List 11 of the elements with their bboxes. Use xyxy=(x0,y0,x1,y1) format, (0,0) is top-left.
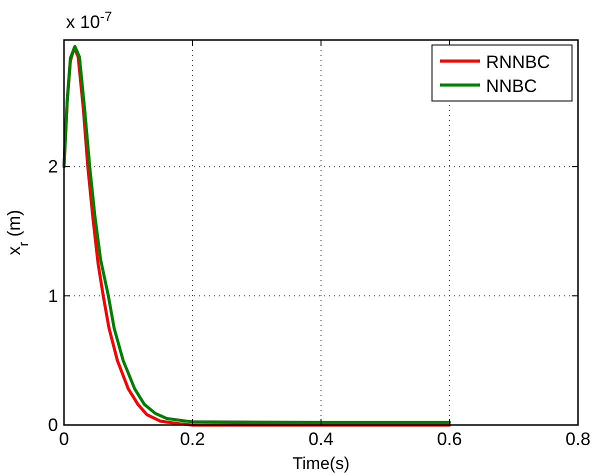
y-tick-label: 2 xyxy=(48,156,58,177)
x-axis-title: Time(s) xyxy=(292,454,350,473)
legend-label: RNNBC xyxy=(486,52,550,72)
x-tick-label: 0.6 xyxy=(436,429,462,449)
y-tick-label: 0 xyxy=(48,415,58,435)
x-tick-label: 0.2 xyxy=(180,429,206,449)
text: x 10$^{-7}$ xyxy=(66,8,112,32)
x-tick-label: 0.4 xyxy=(308,429,334,449)
x-tick-label: 0.8 xyxy=(565,429,591,449)
legend-label: NNBC xyxy=(486,76,538,96)
y-tick-label: 1 xyxy=(48,286,58,306)
